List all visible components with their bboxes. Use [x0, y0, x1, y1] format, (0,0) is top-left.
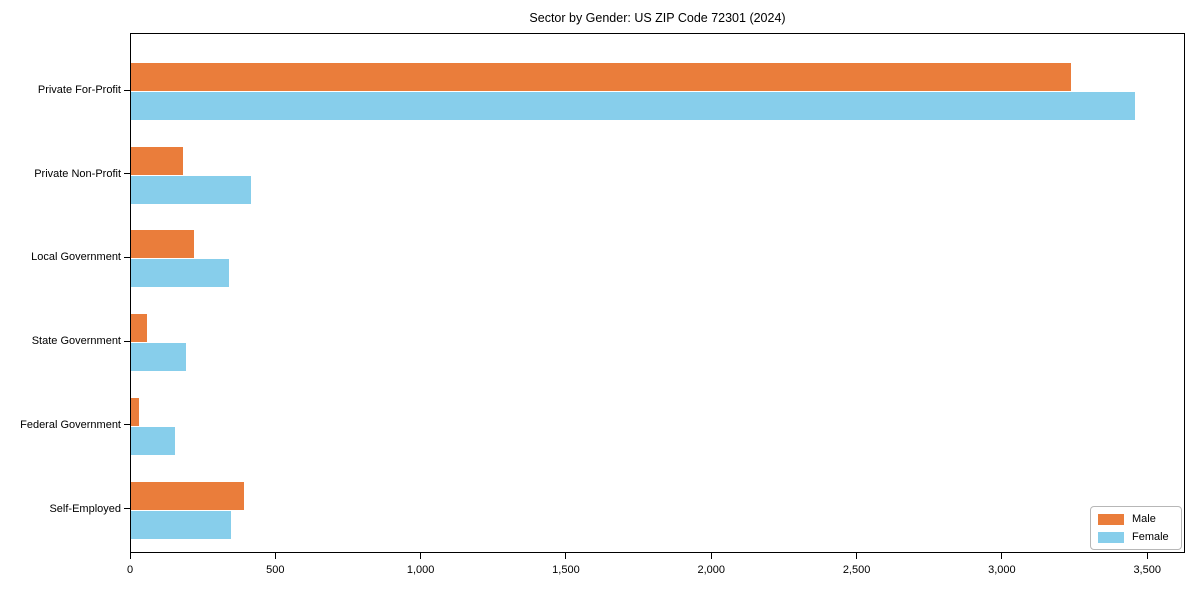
y-tick: [124, 89, 130, 91]
y-tick-label-private-for-profit: Private For-Profit: [37, 84, 121, 96]
legend-swatch-female: [1098, 531, 1124, 543]
plot-area: [130, 33, 1185, 553]
legend: Male Female: [1090, 506, 1182, 550]
y-tick: [124, 508, 130, 509]
x-tick-label: 2,000: [697, 564, 726, 576]
y-tick: [124, 340, 130, 342]
y-tick: [124, 424, 130, 426]
bar-male-self-employed: [131, 481, 245, 510]
x-tick: [420, 553, 422, 559]
y-tick-label-federal-government: Federal Government: [20, 418, 121, 431]
x-tick-label: 1,500: [552, 564, 580, 576]
chart-title: Sector by Gender: US ZIP Code 72301 (202…: [529, 11, 786, 25]
x-tick-label: 2,500: [842, 564, 871, 576]
bar-female-state-government: [131, 343, 186, 372]
bar-female-local-government: [131, 259, 230, 288]
x-tick: [710, 553, 712, 559]
x-tick: [565, 553, 567, 559]
y-tick-label-self-employed: Self-Employed: [49, 502, 121, 515]
x-tick: [1146, 553, 1148, 559]
bar-female-private-for-profit: [131, 92, 1136, 120]
legend-label-male: Male: [1132, 513, 1156, 525]
x-tick: [856, 553, 858, 559]
x-tick-label: 500: [266, 564, 285, 576]
x-tick-label: 0: [126, 564, 134, 576]
y-tick: [124, 173, 130, 175]
x-tick: [274, 553, 276, 559]
bar-male-private-for-profit: [131, 63, 1072, 91]
bar-male-local-government: [131, 230, 195, 259]
x-tick-label: 3,500: [1133, 564, 1161, 576]
legend-swatch-male: [1098, 513, 1124, 525]
x-tick: [1001, 553, 1003, 559]
bar-female-self-employed: [131, 510, 231, 539]
legend-item-female: Female: [1098, 530, 1174, 544]
bar-male-private-non-profit: [131, 146, 183, 175]
x-tick: [129, 553, 131, 559]
y-tick: [124, 256, 130, 258]
x-tick-label: 1,000: [406, 564, 435, 576]
bar-female-federal-government: [131, 426, 176, 455]
bar-male-state-government: [131, 314, 147, 343]
bar-female-private-non-profit: [131, 175, 251, 204]
x-tick-label: 3,000: [988, 564, 1016, 576]
y-tick-label-state-government: State Government: [31, 335, 121, 348]
y-tick-label-private-non-profit: Private Non-Profit: [34, 167, 121, 180]
legend-item-male: Male: [1098, 512, 1174, 526]
legend-label-female: Female: [1132, 531, 1169, 543]
bar-male-federal-government: [131, 397, 140, 426]
y-tick-label-local-government: Local Government: [31, 251, 121, 264]
